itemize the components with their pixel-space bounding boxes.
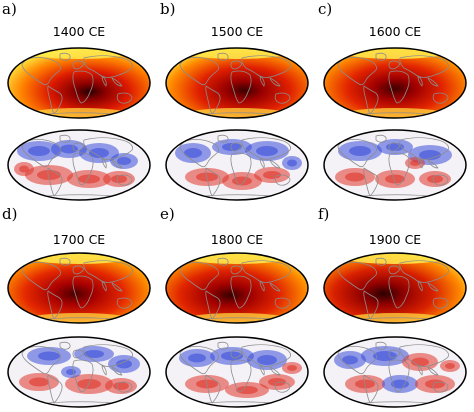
anomaly-map-outline-f — [323, 336, 467, 408]
panel-title-a: 1400 CE — [52, 24, 106, 39]
panel-letter-e: e) — [160, 205, 175, 223]
field-map-c — [324, 48, 466, 118]
panel-title-f: 1900 CE — [368, 232, 422, 247]
field-map-d — [8, 253, 150, 323]
anomaly-map-outline-c — [323, 129, 467, 201]
anomaly-map-outline-e — [165, 336, 309, 408]
panel-letter-c: c) — [318, 0, 333, 18]
panel-title-e: 1800 CE — [210, 232, 264, 247]
panel-title-b: 1500 CE — [210, 24, 264, 39]
field-map-outline-f — [323, 252, 467, 324]
anomaly-map-f — [324, 337, 466, 407]
panel-letter-d: d) — [2, 205, 18, 223]
field-map-e — [166, 253, 308, 323]
anomaly-map-b — [166, 130, 308, 200]
field-map-outline-c — [323, 47, 467, 119]
field-map-f — [324, 253, 466, 323]
panel-letter-f: f) — [318, 205, 330, 223]
anomaly-map-c — [324, 130, 466, 200]
field-map-outline-d — [7, 252, 151, 324]
panel-letter-a: a) — [2, 0, 17, 18]
panel-letter-b: b) — [160, 0, 176, 18]
panel-title-d: 1700 CE — [52, 232, 106, 247]
field-map-outline-e — [165, 252, 309, 324]
anomaly-map-e — [166, 337, 308, 407]
field-map-outline-b — [165, 47, 309, 119]
anomaly-map-a — [8, 130, 150, 200]
anomaly-map-d — [8, 337, 150, 407]
field-map-a — [8, 48, 150, 118]
anomaly-map-outline-b — [165, 129, 309, 201]
field-map-outline-a — [7, 47, 151, 119]
anomaly-map-outline-d — [7, 336, 151, 408]
field-map-b — [166, 48, 308, 118]
anomaly-map-outline-a — [7, 129, 151, 201]
panel-title-c: 1600 CE — [368, 24, 422, 39]
